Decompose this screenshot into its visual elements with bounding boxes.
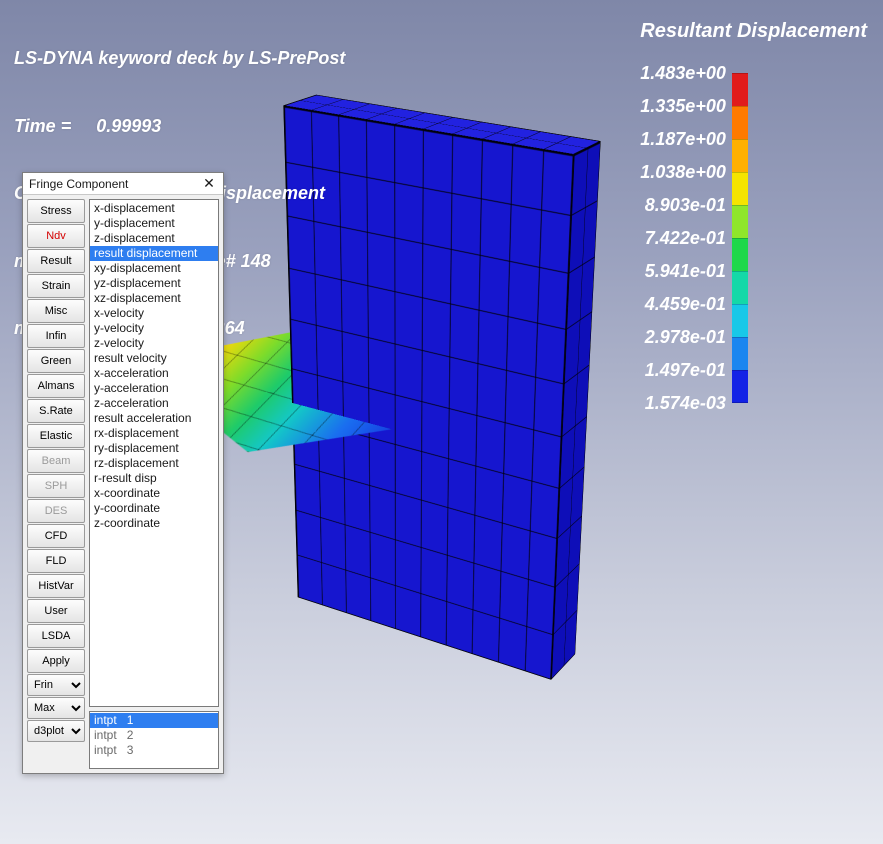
legend-label: 1.335e+00 [640, 90, 726, 123]
category-button-lsda[interactable]: LSDA [27, 624, 85, 648]
dialog-title: Fringe Component [29, 177, 128, 191]
intpt-row[interactable]: intpt3 [90, 743, 218, 758]
category-button-infin[interactable]: Infin [27, 324, 85, 348]
component-item[interactable]: yz-displacement [90, 276, 218, 291]
legend-label: 1.483e+00 [640, 57, 726, 90]
component-item[interactable]: y-coordinate [90, 501, 218, 516]
component-item[interactable]: y-displacement [90, 216, 218, 231]
component-item[interactable]: xy-displacement [90, 261, 218, 276]
legend-swatch [732, 370, 748, 403]
component-item[interactable]: result velocity [90, 351, 218, 366]
component-listbox[interactable]: x-displacementy-displacementz-displaceme… [89, 199, 219, 707]
category-button-srate[interactable]: S.Rate [27, 399, 85, 423]
fringe-component-dialog[interactable]: Fringe Component ✕ StressNdvResultStrain… [22, 172, 224, 774]
category-column: StressNdvResultStrainMiscInfinGreenAlman… [27, 199, 85, 769]
component-item[interactable]: r-result disp [90, 471, 218, 486]
category-button-stress[interactable]: Stress [27, 199, 85, 223]
category-button-fld[interactable]: FLD [27, 549, 85, 573]
legend-swatch [732, 139, 748, 172]
component-item[interactable]: x-acceleration [90, 366, 218, 381]
component-item[interactable]: z-displacement [90, 231, 218, 246]
category-button-almans[interactable]: Almans [27, 374, 85, 398]
category-button-histvar[interactable]: HistVar [27, 574, 85, 598]
simulation-viewport[interactable]: LS-DYNA keyword deck by LS-PrePost Time … [0, 0, 883, 844]
category-button-apply[interactable]: Apply [27, 649, 85, 673]
legend-swatch [732, 106, 748, 139]
component-item[interactable]: z-velocity [90, 336, 218, 351]
component-item[interactable]: z-acceleration [90, 396, 218, 411]
legend-swatch [732, 271, 748, 304]
legend-label: 5.941e-01 [645, 255, 726, 288]
component-item[interactable]: result acceleration [90, 411, 218, 426]
component-item[interactable]: x-coordinate [90, 486, 218, 501]
legend-label: 1.497e-01 [645, 354, 726, 387]
legend-label: 2.978e-01 [645, 321, 726, 354]
legend-swatch [732, 205, 748, 238]
category-button-green[interactable]: Green [27, 349, 85, 373]
dialog-titlebar[interactable]: Fringe Component ✕ [23, 173, 223, 195]
legend-swatch [732, 337, 748, 370]
legend-swatch [732, 73, 748, 106]
category-button-elastic[interactable]: Elastic [27, 424, 85, 448]
category-button-result[interactable]: Result [27, 249, 85, 273]
category-button-strain[interactable]: Strain [27, 274, 85, 298]
category-button-des: DES [27, 499, 85, 523]
legend-label: 1.187e+00 [640, 123, 726, 156]
d3plot-select[interactable]: d3plot [27, 720, 85, 742]
component-item[interactable]: rz-displacement [90, 456, 218, 471]
legend-label: 1.574e-03 [645, 387, 726, 420]
intpt-row[interactable]: intpt1 [90, 713, 218, 728]
category-button-misc[interactable]: Misc [27, 299, 85, 323]
legend-swatch [732, 304, 748, 337]
time-label: Time = [14, 116, 71, 136]
legend-title: Resultant Displacement [640, 20, 867, 43]
component-item[interactable]: result displacement [90, 246, 218, 261]
color-legend: Resultant Displacement 1.483e+001.335e+0… [640, 20, 867, 420]
component-item[interactable]: y-acceleration [90, 381, 218, 396]
component-item[interactable]: x-displacement [90, 201, 218, 216]
legend-swatch [732, 238, 748, 271]
component-item[interactable]: ry-displacement [90, 441, 218, 456]
frin-select[interactable]: Frin [27, 674, 85, 696]
category-button-ndv[interactable]: Ndv [27, 224, 85, 248]
legend-swatch [732, 172, 748, 205]
intpt-row[interactable]: intpt2 [90, 728, 218, 743]
legend-label: 1.038e+00 [640, 156, 726, 189]
legend-label: 4.459e-01 [645, 288, 726, 321]
component-item[interactable]: x-velocity [90, 306, 218, 321]
component-item[interactable]: z-coordinate [90, 516, 218, 531]
max-select[interactable]: Max [27, 697, 85, 719]
component-item[interactable]: xz-displacement [90, 291, 218, 306]
category-button-beam: Beam [27, 449, 85, 473]
category-button-cfd[interactable]: CFD [27, 524, 85, 548]
category-button-user[interactable]: User [27, 599, 85, 623]
component-item[interactable]: y-velocity [90, 321, 218, 336]
legend-label: 8.903e-01 [645, 189, 726, 222]
close-icon[interactable]: ✕ [201, 176, 217, 192]
intpt-listbox[interactable]: intpt1intpt2intpt3 [89, 711, 219, 769]
legend-label: 7.422e-01 [645, 222, 726, 255]
component-item[interactable]: rx-displacement [90, 426, 218, 441]
time-value: 0.99993 [96, 116, 161, 136]
category-button-sph: SPH [27, 474, 85, 498]
overlay-title: LS-DYNA keyword deck by LS-PrePost [14, 47, 345, 70]
